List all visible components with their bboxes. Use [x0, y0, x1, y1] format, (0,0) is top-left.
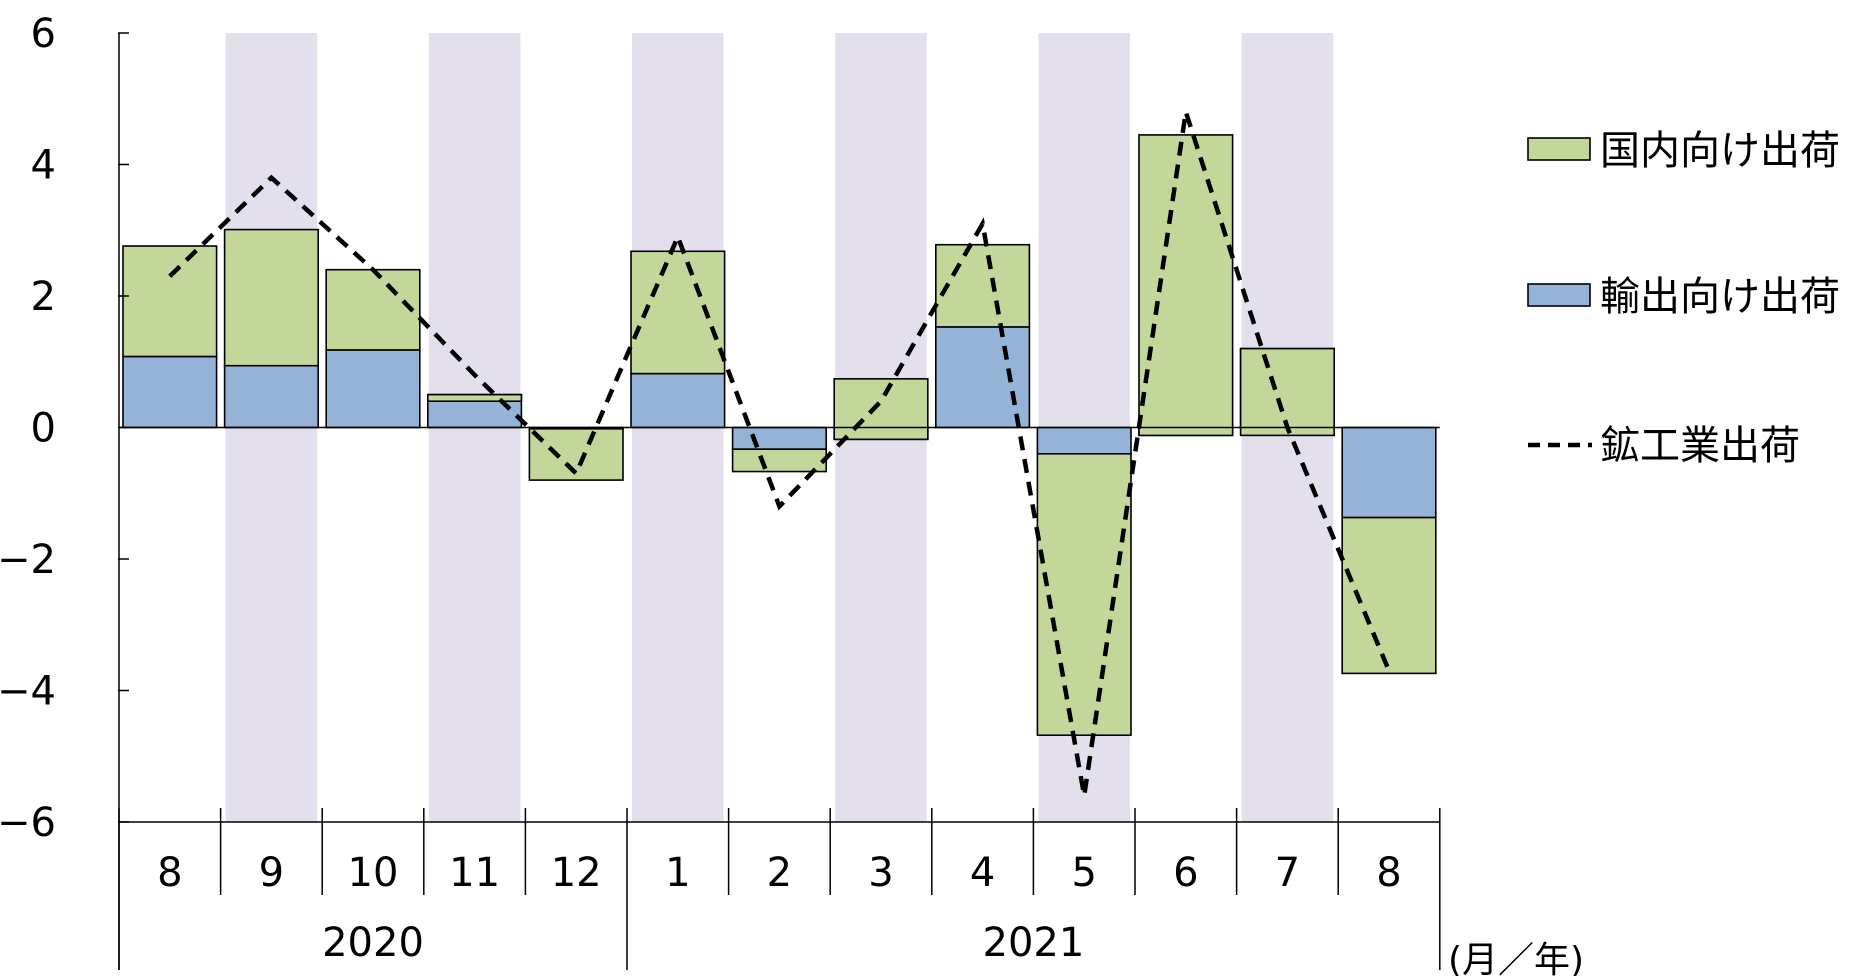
x-tick-label: 6	[1173, 850, 1198, 896]
unit-label: (月／年)	[1448, 940, 1584, 976]
legend-swatch	[1528, 284, 1590, 306]
x-tick-label: 3	[868, 850, 893, 896]
x-tick-label: 12	[551, 850, 602, 896]
bar-domestic-10	[1139, 135, 1233, 435]
year-label: 2020	[322, 920, 424, 966]
x-tick-label: 1	[665, 850, 690, 896]
x-tick-label: 8	[1376, 850, 1401, 896]
y-tick-label: −6	[0, 800, 56, 846]
bar-domestic-6	[733, 449, 827, 471]
y-tick-label: 6	[31, 11, 56, 57]
year-label: 2021	[983, 920, 1085, 966]
bar-export-1	[225, 366, 319, 428]
x-tick-label: 9	[259, 850, 284, 896]
bar-export-0	[123, 356, 217, 427]
x-tick-label: 2	[767, 850, 792, 896]
bar-layer	[123, 135, 1436, 735]
x-tick-label: 11	[449, 850, 500, 896]
legend-label: 国内向け出荷	[1600, 128, 1840, 174]
x-tick-label: 4	[970, 850, 995, 896]
x-tick-label: 5	[1071, 850, 1096, 896]
bar-domestic-9	[1037, 454, 1131, 735]
y-tick-label: 4	[31, 143, 56, 189]
x-tick-label: 7	[1275, 850, 1300, 896]
y-tick-label: 0	[31, 406, 56, 452]
bar-export-8	[936, 327, 1030, 428]
bar-export-5	[631, 374, 725, 428]
legend-label: 輸出向け出荷	[1600, 274, 1840, 320]
y-tick-label: −2	[0, 537, 56, 583]
y-tick-label: −4	[0, 669, 56, 715]
x-tick-label: 8	[157, 850, 182, 896]
x-tick-label: 10	[348, 850, 399, 896]
bar-export-6	[733, 428, 827, 450]
y-tick-label: 2	[31, 274, 56, 320]
bar-domestic-1	[225, 230, 319, 366]
bar-export-9	[1037, 428, 1131, 454]
bar-export-12	[1342, 428, 1436, 518]
legend-label: 鉱工業出荷	[1600, 423, 1800, 469]
bar-domestic-3	[428, 395, 522, 402]
bar-export-2	[326, 350, 420, 428]
legend-swatch	[1528, 138, 1590, 160]
bar-domestic-8	[936, 245, 1030, 327]
bar-domestic-2	[326, 270, 420, 350]
bar-domestic-0	[123, 246, 217, 356]
bar-domestic-7	[834, 379, 928, 439]
